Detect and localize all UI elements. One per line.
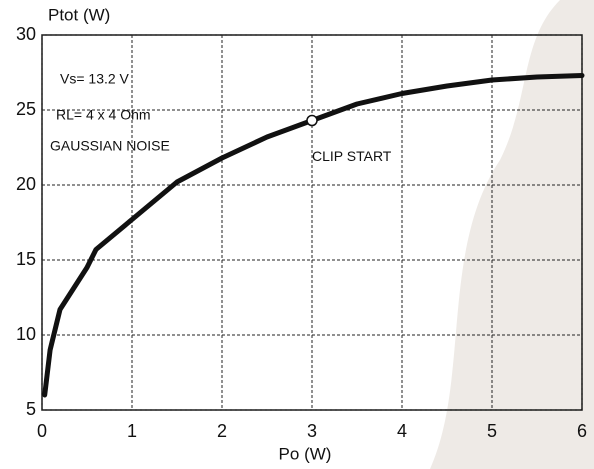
- x-tick-label: 6: [577, 421, 587, 441]
- x-tick-label: 0: [37, 421, 47, 441]
- x-tick-label: 1: [127, 421, 137, 441]
- data-line: [42, 73, 585, 398]
- x-tick-label: 5: [487, 421, 497, 441]
- clip-marker: [306, 114, 318, 127]
- y-tick-label: 25: [16, 99, 36, 119]
- annotation: GAUSSIAN NOISE: [50, 138, 170, 154]
- x-tick-label: 2: [217, 421, 227, 441]
- background-image: [430, 0, 594, 469]
- y-tick-label: 15: [16, 249, 36, 269]
- y-tick-label: 5: [26, 399, 36, 419]
- annotation: RL= 4 x 4 Ohm: [56, 107, 151, 123]
- y-tick-label: 20: [16, 174, 36, 194]
- x-axis-title: Po (W): [279, 444, 332, 463]
- y-tick-label: 10: [16, 324, 36, 344]
- y-axis-title: Ptot (W): [48, 5, 110, 24]
- x-tick-label: 4: [397, 421, 407, 441]
- y-tick-label: 30: [16, 24, 36, 44]
- marker-label: CLIP START: [312, 148, 392, 164]
- x-tick-label: 3: [307, 421, 317, 441]
- annotation: Vs= 13.2 V: [60, 71, 130, 87]
